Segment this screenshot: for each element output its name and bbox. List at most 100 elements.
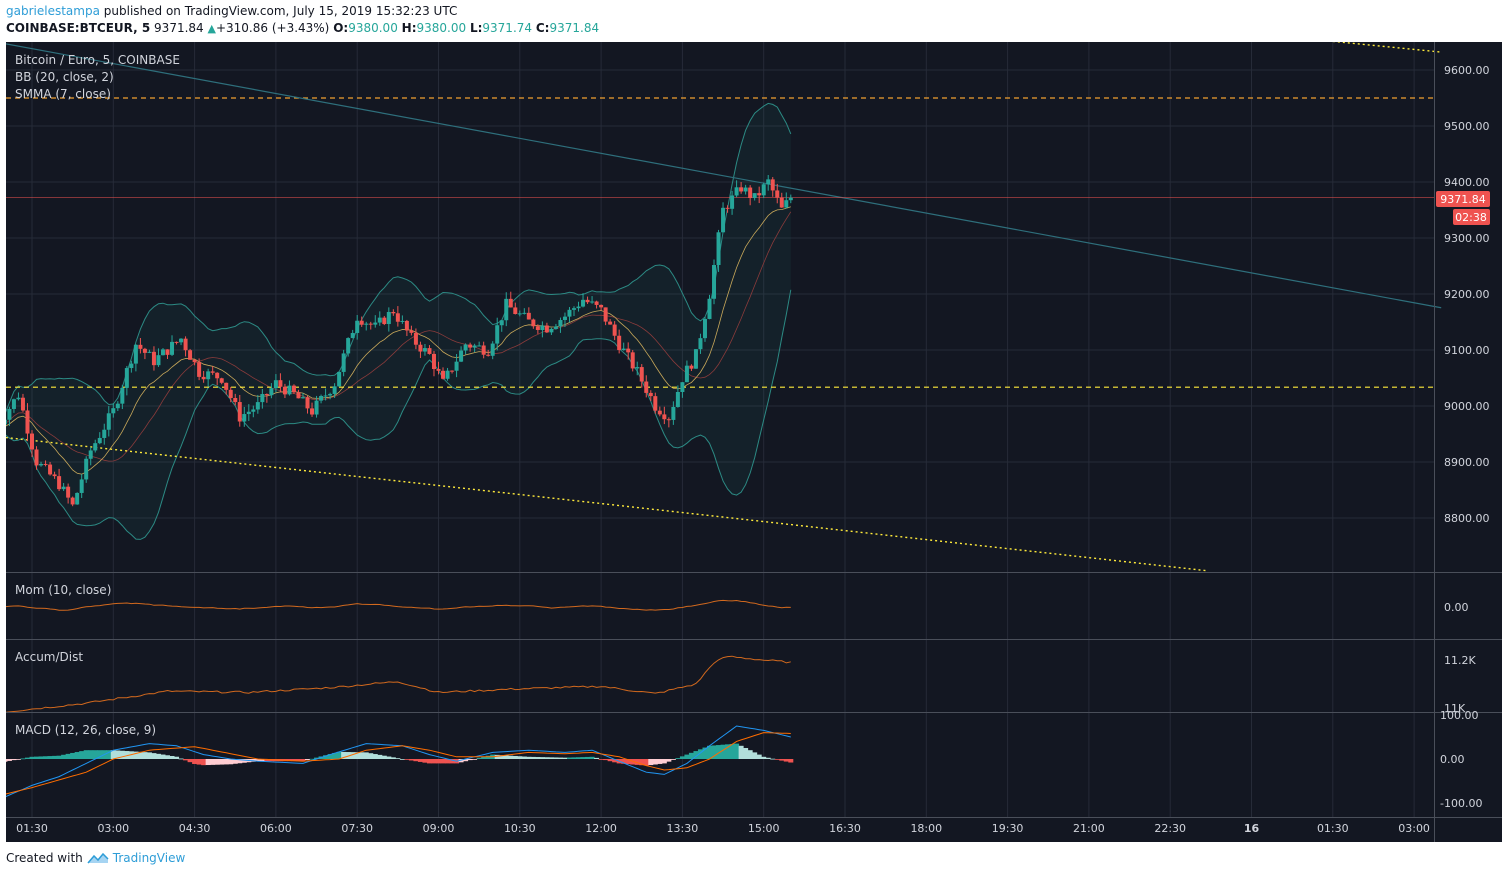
macd-histogram-bar <box>345 752 351 759</box>
main-price-pane[interactable] <box>6 42 1442 572</box>
macd-histogram-bar <box>291 759 297 762</box>
candle-body <box>431 353 436 370</box>
time-axis-label: 03:00 <box>97 822 129 835</box>
tradingview-brand-link[interactable]: TradingView <box>112 851 186 865</box>
candle-body <box>617 335 622 351</box>
candle-body <box>75 492 80 505</box>
macd-histogram-bar <box>43 756 49 759</box>
candle <box>418 341 423 359</box>
macd-histogram-bar <box>142 752 148 759</box>
macd-histogram-bar <box>747 750 753 759</box>
macd-histogram-bar <box>15 759 21 760</box>
candle-body <box>644 381 649 393</box>
candle-body <box>459 350 464 362</box>
candle-body <box>766 179 771 185</box>
candle-body <box>337 371 342 387</box>
macd-histogram-bar <box>314 757 320 759</box>
candle <box>486 349 491 357</box>
candle-body <box>585 299 590 303</box>
candle <box>653 392 658 414</box>
time-axis-label: 03:00 <box>1398 822 1430 835</box>
chart-canvas[interactable]: 9600.00 9500.00 9400.00 9300.00 9200.00 9100.… <box>6 42 1502 842</box>
candle <box>517 310 522 317</box>
candle <box>179 338 184 346</box>
candle-body <box>472 345 477 348</box>
bb-legend[interactable]: BB (20, close, 2) <box>15 70 114 84</box>
candle-body <box>395 313 400 322</box>
candle-body <box>468 344 473 348</box>
candle <box>138 337 143 354</box>
macd-histogram-bar <box>210 759 216 765</box>
candle-body <box>305 397 310 409</box>
created-with-label: Created with <box>6 851 83 865</box>
candle <box>30 430 34 457</box>
high-label: H: <box>401 21 417 35</box>
macd-legend[interactable]: MACD (12, 26, close, 9) <box>15 723 156 737</box>
candle-body <box>346 338 351 354</box>
candle-body <box>725 207 730 209</box>
macd-histogram-bar <box>693 751 699 759</box>
accum-dist-pane[interactable] <box>6 655 791 713</box>
macd-histogram-bar <box>74 752 80 759</box>
candle-body <box>219 378 224 383</box>
macd-pane[interactable] <box>6 725 794 801</box>
candle-body <box>93 443 98 451</box>
accum-legend[interactable]: Accum/Dist <box>15 650 83 664</box>
macd-histogram-bar <box>128 751 134 759</box>
main-legend-title: Bitcoin / Euro, 5, COINBASE <box>15 53 180 67</box>
candle <box>6 419 7 425</box>
macd-histogram-bar <box>47 756 53 759</box>
candle-body <box>170 341 175 355</box>
candle-body <box>553 326 558 329</box>
macd-histogram-bar <box>612 759 618 763</box>
macd-histogram-bar <box>783 759 789 762</box>
candle-body <box>188 350 193 360</box>
time-axis-label: 15:00 <box>748 822 780 835</box>
candle-body <box>526 312 531 320</box>
candle-body <box>581 299 586 307</box>
candle <box>142 347 147 360</box>
candle-body <box>233 397 238 403</box>
candle <box>680 382 685 398</box>
candle-body <box>359 320 364 325</box>
macd-histogram-bar <box>79 751 85 759</box>
candle-body <box>201 376 206 380</box>
candle-body <box>350 332 355 339</box>
smma-legend[interactable]: SMMA (7, close) <box>15 87 111 101</box>
publish-header: gabrielestampa published on TradingView.… <box>6 4 457 18</box>
macd-histogram-bar <box>679 756 685 759</box>
smma-line <box>6 206 791 475</box>
macd-histogram-bar <box>151 753 157 759</box>
time-axis-label: 01:30 <box>1317 822 1349 835</box>
candle <box>716 229 721 272</box>
candle <box>748 185 753 206</box>
macd-histogram-bar <box>259 759 265 762</box>
candle-body <box>151 351 156 366</box>
candle-body <box>11 399 16 409</box>
candle-body <box>490 343 495 356</box>
macd-histogram-bar <box>386 756 392 759</box>
macd-histogram-bar <box>381 755 387 759</box>
macd-histogram-bar <box>688 752 694 759</box>
time-axis-label: 16 <box>1244 822 1260 835</box>
macd-histogram-bar <box>137 751 143 759</box>
momentum-pane[interactable] <box>6 599 791 611</box>
candle-body <box>531 319 536 327</box>
macd-histogram-bar <box>205 759 211 766</box>
time-axis-label: 18:00 <box>910 822 942 835</box>
candle <box>156 348 161 367</box>
macd-histogram-bar <box>481 756 487 759</box>
author-link[interactable]: gabrielestampa <box>6 4 100 18</box>
macd-histogram-bar <box>720 744 726 759</box>
candle-body <box>662 414 667 420</box>
macd-histogram-bar <box>485 755 491 759</box>
candle <box>111 403 116 418</box>
macd-histogram-bar <box>463 759 469 762</box>
mom-legend[interactable]: Mom (10, close) <box>15 583 111 597</box>
candle <box>48 461 53 476</box>
candle <box>535 324 540 334</box>
macd-histogram-bar <box>711 745 717 759</box>
macd-histogram-bar <box>598 759 604 760</box>
time-axis-label: 04:30 <box>179 822 211 835</box>
candle-body <box>66 486 71 498</box>
